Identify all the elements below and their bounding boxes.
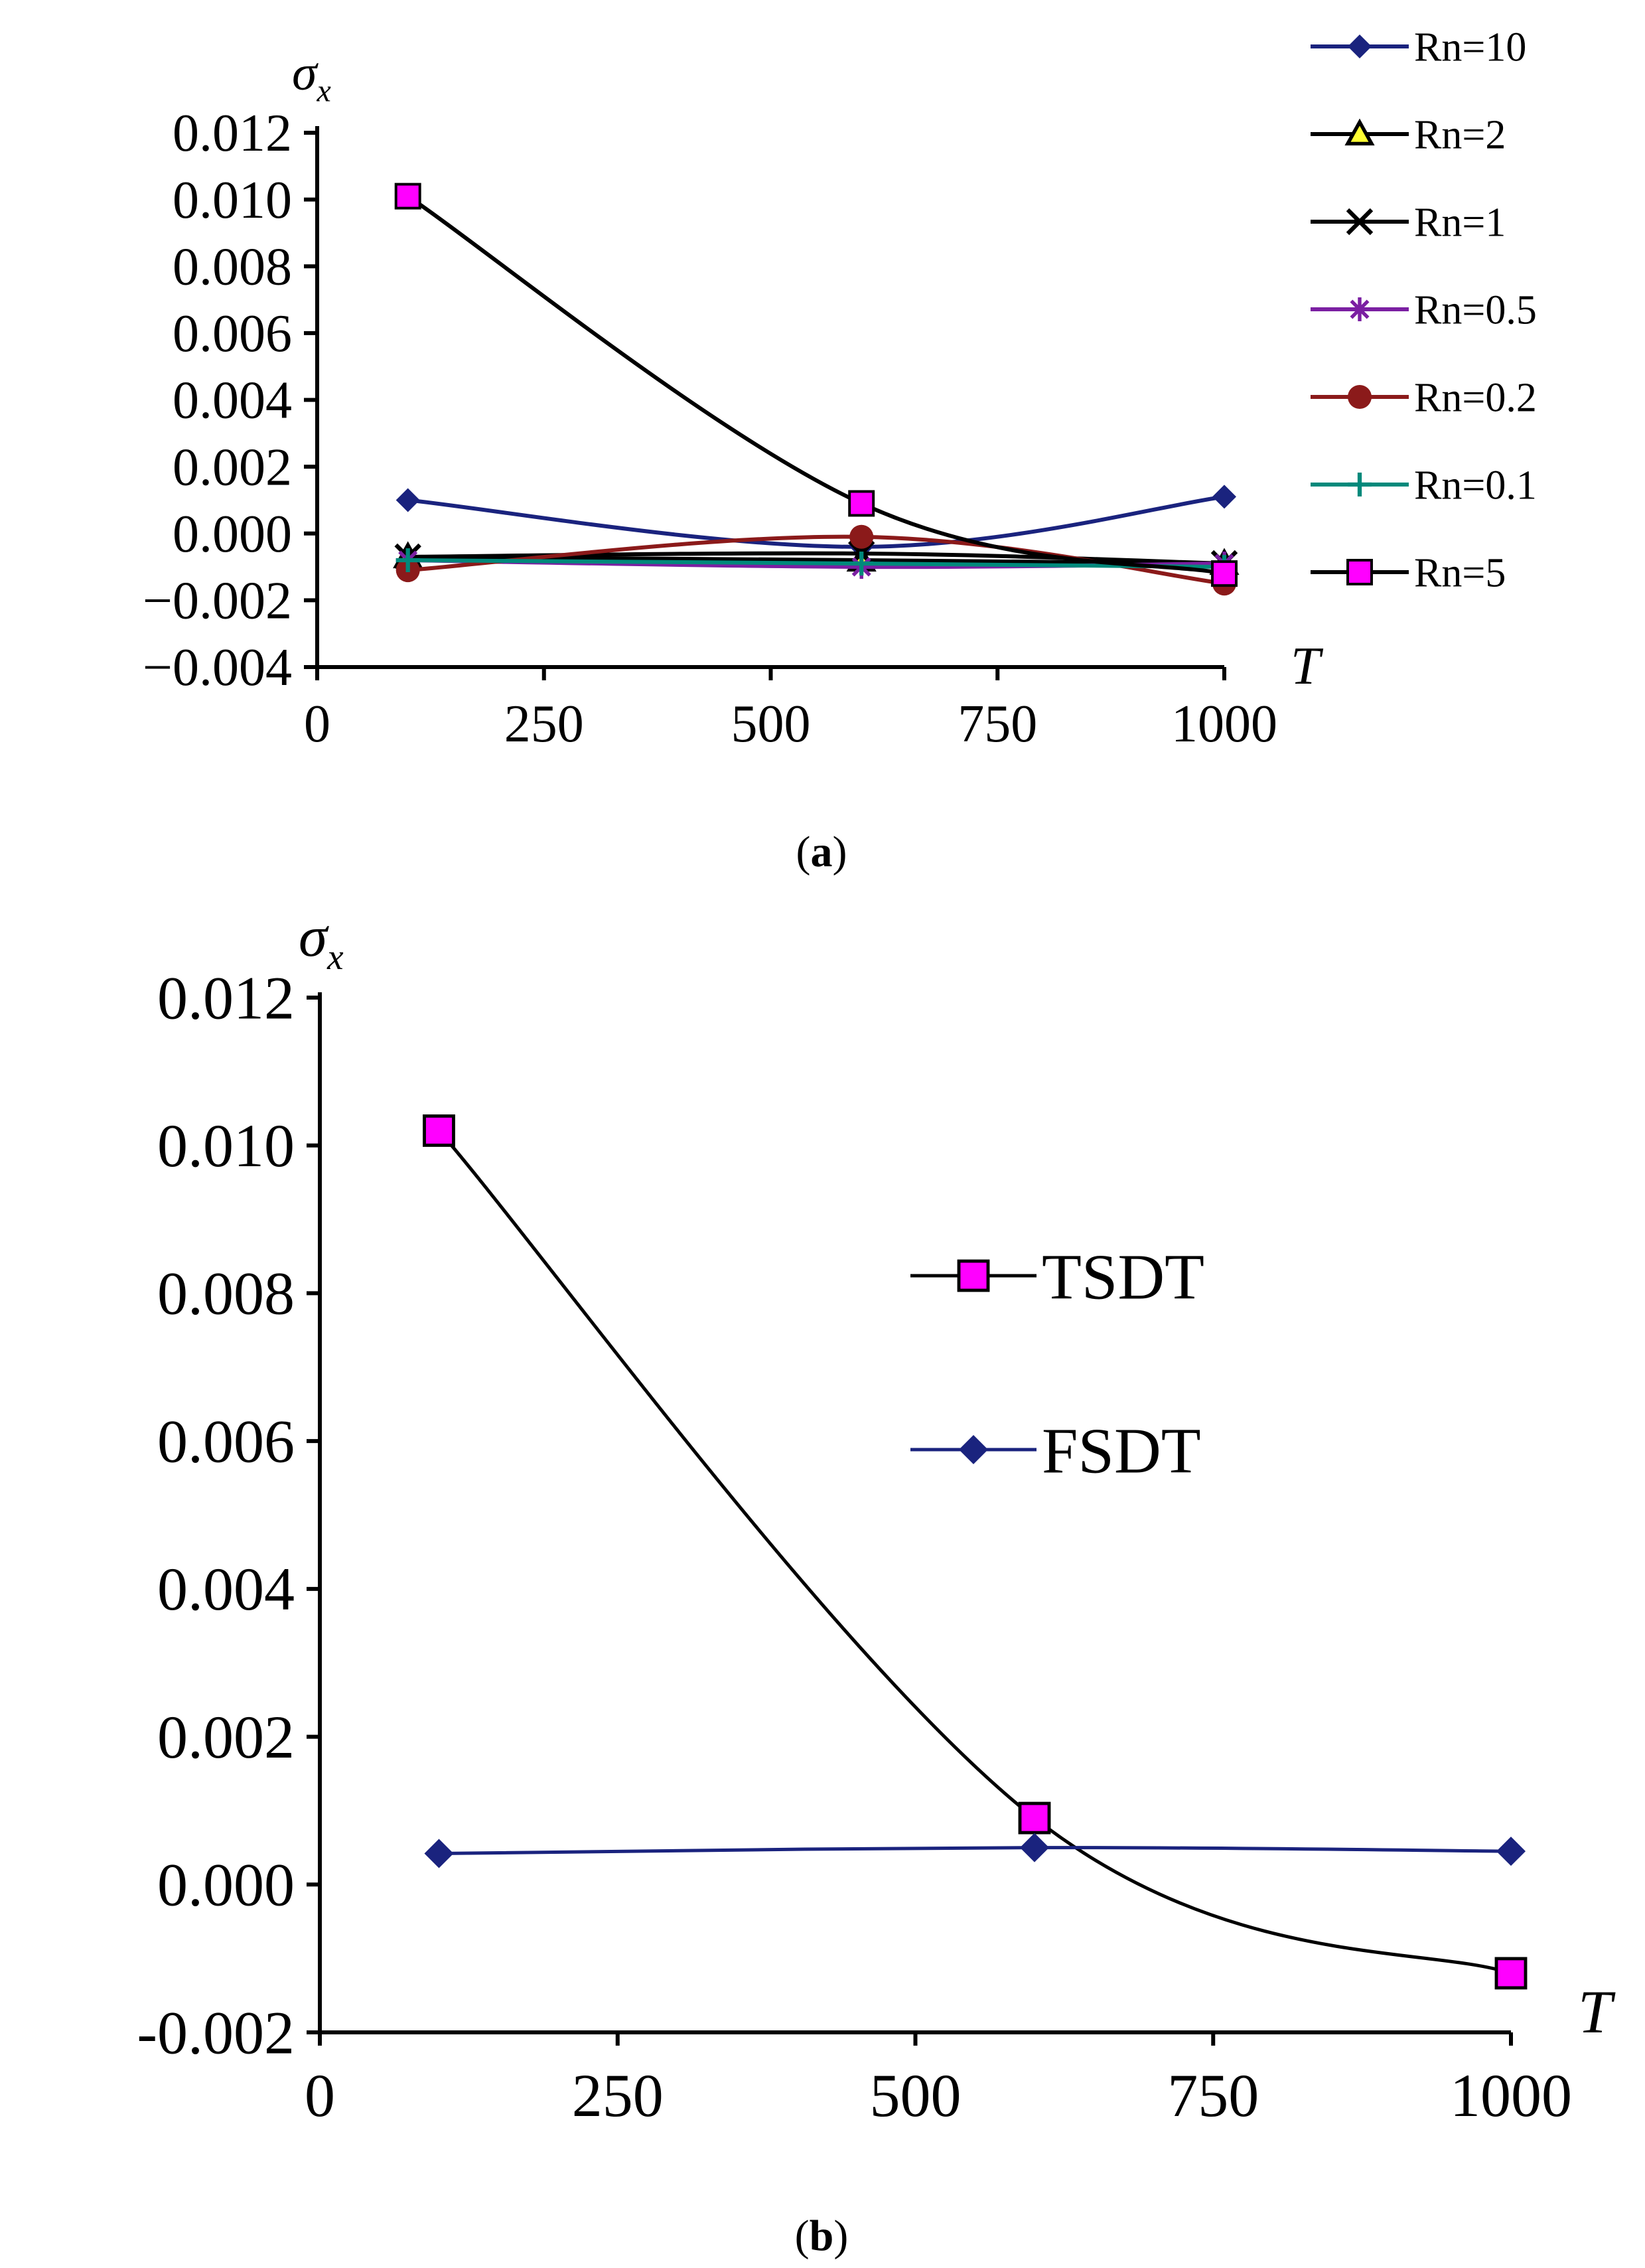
data-point xyxy=(1496,1837,1526,1866)
x-tick-label: 1000 xyxy=(1171,695,1277,753)
y-axis-label: σx xyxy=(299,904,344,977)
data-point xyxy=(1018,1801,1051,1835)
chart-panel-b: 0.012 0.010 0.008 0.006 0.004 0.002 0.000 -0.00… xyxy=(137,904,1616,2260)
legend-marker xyxy=(1344,118,1375,146)
x-axis-label: T xyxy=(1291,637,1324,696)
x-tick-label: 750 xyxy=(1167,2062,1259,2129)
x-tick-label: 250 xyxy=(504,695,584,753)
chart-panel-a: 0.012 0.010 0.008 0.006 0.004 0.002 0.000 −0.00… xyxy=(143,25,1537,876)
y-tick-label: 0.000 xyxy=(157,1851,295,1919)
y-tick-label: 0.008 xyxy=(173,238,292,296)
legend-marker xyxy=(1348,35,1372,58)
y-tick-label: −0.002 xyxy=(143,572,292,631)
y-tick-label: 0.010 xyxy=(173,171,292,230)
x-tick-label: 500 xyxy=(870,2062,962,2129)
x-axis-label: T xyxy=(1578,1978,1616,2046)
data-point xyxy=(849,524,874,549)
y-tick-label: 0.004 xyxy=(173,372,292,430)
panel-label: (a) xyxy=(796,828,847,876)
y-tick-label: 0.006 xyxy=(157,1407,295,1475)
y-tick-label: 0.012 xyxy=(157,964,295,1031)
legend-label: Rn=2 xyxy=(1414,113,1506,158)
data-point xyxy=(1212,485,1236,509)
legend-label: Rn=1 xyxy=(1414,200,1506,246)
legend-label: Rn=5 xyxy=(1414,551,1506,596)
data-point xyxy=(1211,560,1238,587)
y-tick-label: 0.002 xyxy=(157,1703,295,1771)
legend-label: Rn=0.5 xyxy=(1414,288,1537,333)
y-axis-label: σx xyxy=(292,45,331,109)
y-tick-label: -0.002 xyxy=(137,1999,295,2066)
series-line-rn-10 xyxy=(407,494,1225,549)
legend-label: Rn=10 xyxy=(1414,25,1526,70)
legend-label: FSDT xyxy=(1042,1415,1201,1487)
data-point xyxy=(1020,1833,1049,1862)
data-point xyxy=(395,548,420,572)
x-tick-label: 250 xyxy=(572,2062,664,2129)
series-line-rn-5 xyxy=(407,194,1225,576)
legend-marker xyxy=(1348,473,1372,496)
x-tick-label: 0 xyxy=(304,695,330,753)
series-line-fsdt xyxy=(439,1846,1512,1856)
x-tick-label: 0 xyxy=(305,2062,335,2129)
legend-marker xyxy=(1348,297,1372,321)
y-tick-label: −0.004 xyxy=(143,639,292,697)
y-tick-label: 0.002 xyxy=(173,438,292,496)
legend-label: Rn=0.2 xyxy=(1414,376,1537,421)
legend-marker xyxy=(1348,385,1372,409)
y-tick-label: 0.006 xyxy=(173,305,292,363)
y-tick-label: 0.008 xyxy=(157,1260,295,1327)
legend-marker xyxy=(959,1435,988,1464)
legend-label: TSDT xyxy=(1042,1241,1204,1313)
legend-marker xyxy=(1346,559,1373,585)
y-tick-label: 0.000 xyxy=(173,505,292,564)
data-point xyxy=(1494,1957,1528,1990)
data-point xyxy=(394,183,421,210)
series-line-rn-1 xyxy=(407,551,1225,566)
x-tick-label: 1000 xyxy=(1450,2062,1572,2129)
x-tick-label: 750 xyxy=(958,695,1037,753)
data-point xyxy=(395,488,420,512)
legend-label: Rn=0.1 xyxy=(1414,463,1537,508)
legend-marker xyxy=(957,1259,990,1292)
y-tick-label: 0.004 xyxy=(157,1555,295,1623)
data-point xyxy=(424,1839,454,1868)
panel-label: (b) xyxy=(795,2212,849,2260)
y-tick-label: 0.012 xyxy=(173,104,292,163)
x-tick-label: 500 xyxy=(731,695,811,753)
data-point xyxy=(423,1114,455,1147)
series-line-tsdt xyxy=(437,1129,1512,1975)
data-point xyxy=(848,490,875,517)
y-tick-label: 0.010 xyxy=(157,1112,295,1179)
legend-marker xyxy=(1346,208,1374,236)
data-point xyxy=(849,552,874,576)
